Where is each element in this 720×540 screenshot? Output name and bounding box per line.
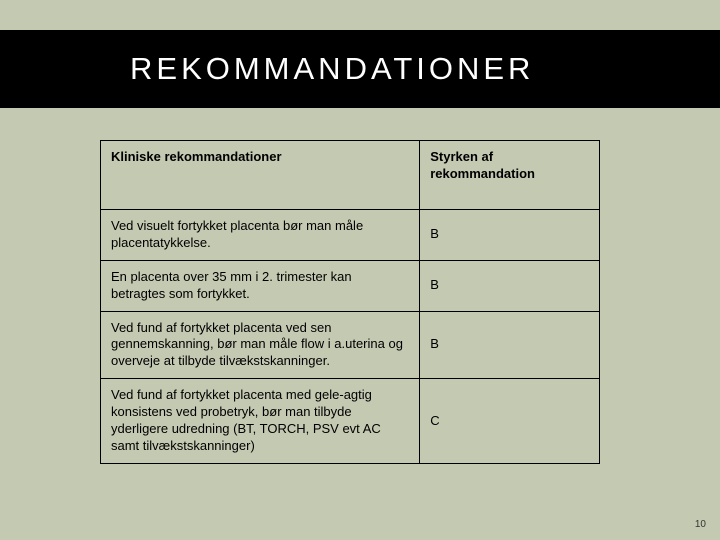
table-row: Ved visuelt fortykket placenta bør man m… <box>101 210 600 261</box>
page-number: 10 <box>695 519 706 530</box>
page-title: REKOMMANDATIONER <box>130 51 534 87</box>
table-header-row: Kliniske rekommandationer Styrken af rek… <box>101 141 600 210</box>
recommendation-text: Ved visuelt fortykket placenta bør man m… <box>101 210 420 261</box>
recommendation-strength: B <box>420 210 600 261</box>
header-col-recommendations: Kliniske rekommandationer <box>101 141 420 210</box>
table-row: En placenta over 35 mm i 2. trimester ka… <box>101 260 600 311</box>
recommendation-text: En placenta over 35 mm i 2. trimester ka… <box>101 260 420 311</box>
recommendation-strength: C <box>420 379 600 464</box>
recommendation-strength: B <box>420 311 600 379</box>
recommendation-strength: B <box>420 260 600 311</box>
recommendation-text: Ved fund af fortykket placenta med gele-… <box>101 379 420 464</box>
recommendation-text: Ved fund af fortykket placenta ved sen g… <box>101 311 420 379</box>
title-bar: REKOMMANDATIONER <box>0 30 720 108</box>
table-row: Ved fund af fortykket placenta med gele-… <box>101 379 600 464</box>
table-row: Ved fund af fortykket placenta ved sen g… <box>101 311 600 379</box>
header-col-strength: Styrken af rekommandation <box>420 141 600 210</box>
recommendations-table: Kliniske rekommandationer Styrken af rek… <box>100 140 600 464</box>
